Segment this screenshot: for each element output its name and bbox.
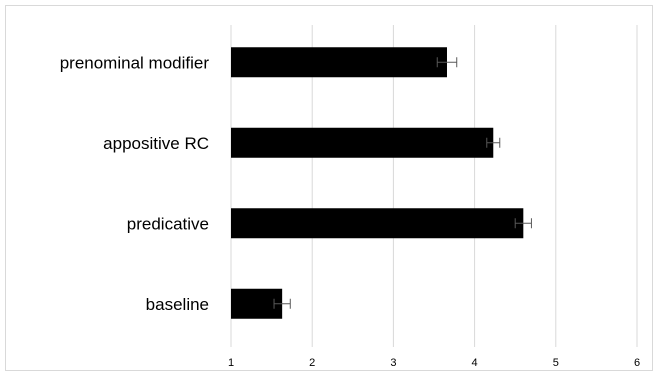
- x-tick-label-5: 5: [553, 357, 559, 369]
- category-label-predicative: predicative: [127, 214, 209, 233]
- bar-predicative: [231, 208, 524, 239]
- x-tick-label-6: 6: [634, 357, 640, 369]
- category-label-appositive-RC: appositive RC: [103, 134, 209, 153]
- category-label-baseline: baseline: [146, 295, 209, 314]
- x-tick-label-4: 4: [472, 357, 478, 369]
- error-bar-prenominal-modifier: [436, 57, 458, 68]
- error-bar-appositive-RC: [486, 137, 501, 148]
- bars: [231, 47, 524, 319]
- x-tick-label-2: 2: [309, 357, 315, 369]
- error-bar-baseline: [273, 298, 291, 309]
- bar-appositive-RC: [231, 127, 494, 158]
- category-label-prenominal-modifier: prenominal modifier: [60, 53, 210, 72]
- x-tick-labels: 1 2 3 4 5 6: [228, 357, 640, 369]
- category-labels: prenominal modifier appositive RC predicat…: [60, 53, 210, 314]
- x-tick-label-1: 1: [228, 357, 234, 369]
- error-bar-predicative: [514, 218, 532, 229]
- x-tick-label-3: 3: [390, 357, 396, 369]
- bar-prenominal-modifier: [231, 47, 447, 78]
- error-bars: [273, 57, 532, 309]
